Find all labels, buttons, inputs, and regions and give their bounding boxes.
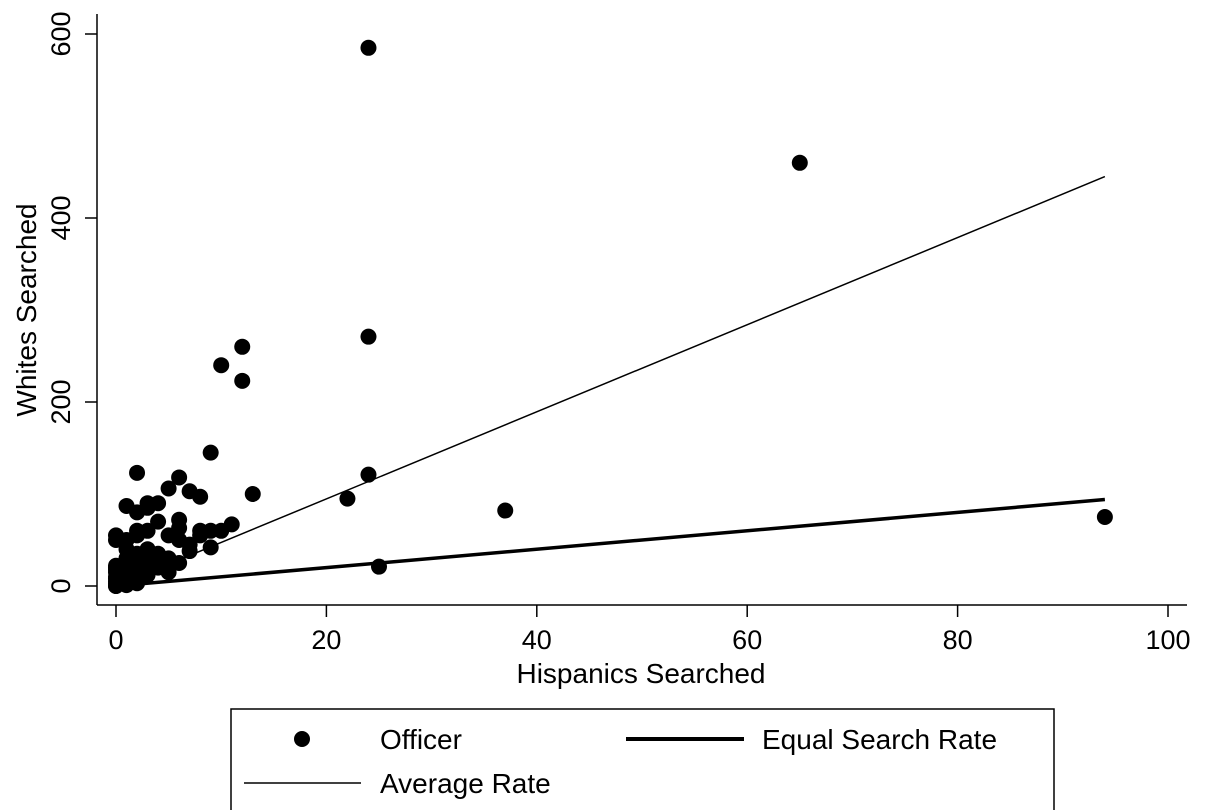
- y-tick-label: 200: [46, 379, 76, 424]
- legend-officer-marker: [294, 731, 310, 747]
- legend-average-rate-label: Average Rate: [380, 768, 551, 799]
- y-axis-title: Whites Searched: [11, 203, 42, 416]
- officer-point: [234, 372, 251, 389]
- officer-point: [192, 488, 209, 505]
- officer-point: [497, 502, 514, 519]
- officer-point: [1096, 509, 1113, 525]
- legend: Officer Equal Search Rate Average Rate: [230, 708, 1055, 810]
- officer-point: [139, 561, 156, 578]
- x-tick-label: 40: [522, 625, 552, 655]
- average-rate-line: [115, 175, 1106, 587]
- legend-box: [230, 708, 1055, 810]
- x-tick-label: 0: [108, 625, 123, 655]
- officer-points: [108, 39, 1113, 594]
- legend-officer-label: Officer: [380, 724, 462, 755]
- x-tick-label: 100: [1145, 625, 1190, 655]
- x-tick-label: 20: [311, 625, 341, 655]
- officer-point: [139, 499, 156, 516]
- officer-point: [150, 513, 167, 530]
- officer-point: [129, 550, 146, 567]
- officer-point: [160, 564, 177, 581]
- officer-point: [171, 555, 188, 571]
- officer-point: [244, 486, 261, 502]
- fit-lines: [115, 175, 1106, 588]
- officer-point: [360, 466, 377, 483]
- officer-point: [360, 328, 377, 345]
- officer-point: [234, 338, 251, 355]
- axis-ticks: 0 20 40 60 80 100 0 200 400 600: [46, 11, 1191, 655]
- x-axis-title: Hispanics Searched: [516, 658, 765, 689]
- officer-point: [202, 539, 219, 556]
- officer-point: [791, 154, 808, 171]
- officer-point: [171, 532, 188, 548]
- y-tick-label: 0: [46, 578, 76, 593]
- officer-point: [371, 558, 387, 575]
- legend-equal-rate-label: Equal Search Rate: [762, 724, 997, 755]
- officer-point: [129, 527, 146, 544]
- officer-point: [360, 39, 377, 56]
- officer-point: [108, 532, 124, 548]
- y-tick-label: 600: [46, 11, 76, 56]
- officer-point: [202, 444, 219, 461]
- officer-point: [181, 543, 198, 560]
- officer-point: [108, 578, 124, 594]
- officer-point: [339, 490, 356, 507]
- x-tick-label: 60: [732, 625, 762, 655]
- officer-point: [171, 469, 188, 486]
- x-tick-label: 80: [943, 625, 973, 655]
- officer-point: [160, 480, 177, 497]
- y-tick-label: 400: [46, 195, 76, 240]
- officer-point: [213, 357, 230, 374]
- officer-point: [192, 527, 209, 544]
- officer-point: [129, 573, 146, 590]
- officer-point: [129, 464, 146, 481]
- equal-search-rate-line: [115, 497, 1106, 588]
